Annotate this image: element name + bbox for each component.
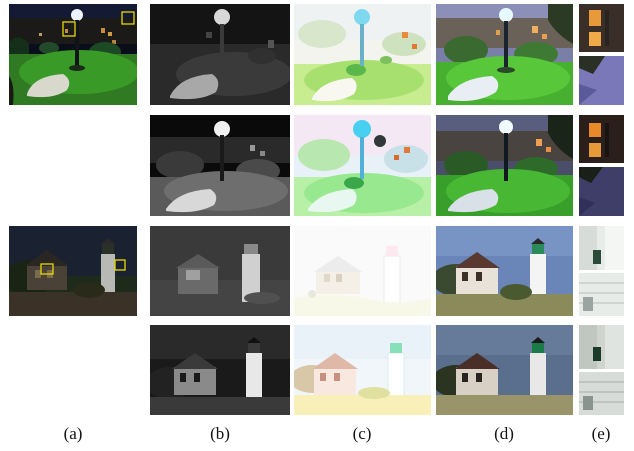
reflectance-night-alt (294, 115, 431, 216)
zoom-patch-lighthouse-2 (579, 325, 624, 369)
input-lighthouse-scene (9, 226, 137, 316)
reflectance-lighthouse (294, 226, 431, 316)
input-night-scene (9, 4, 137, 105)
column-label-a: (a) (63, 424, 83, 443)
column-label-e: (e) (591, 424, 611, 443)
reflectance-lighthouse-alt (294, 325, 431, 415)
column-label-c: (c) (352, 424, 372, 443)
column-label-d: (d) (494, 424, 514, 443)
column-label-b: (b) (210, 424, 230, 443)
zoom-patch-window-2 (579, 115, 624, 163)
enhanced-night-2 (436, 115, 573, 216)
illumination-map-lighthouse (150, 226, 290, 316)
enhanced-lighthouse-1 (436, 226, 573, 316)
enhanced-night-1 (436, 4, 573, 105)
illumination-map-night-alt (150, 115, 290, 216)
reflectance-night (294, 4, 431, 105)
illumination-map-lighthouse-alt (150, 325, 290, 415)
zoom-patch-sky-2 (579, 167, 624, 216)
illumination-map-night (150, 4, 290, 105)
zoom-patch-house-1 (579, 273, 624, 316)
zoom-patch-house-2 (579, 372, 624, 415)
zoom-patch-lighthouse-1 (579, 226, 624, 270)
enhanced-lighthouse-2 (436, 325, 573, 415)
zoom-patch-window-1 (579, 4, 624, 52)
zoom-patch-sky-1 (579, 56, 624, 105)
